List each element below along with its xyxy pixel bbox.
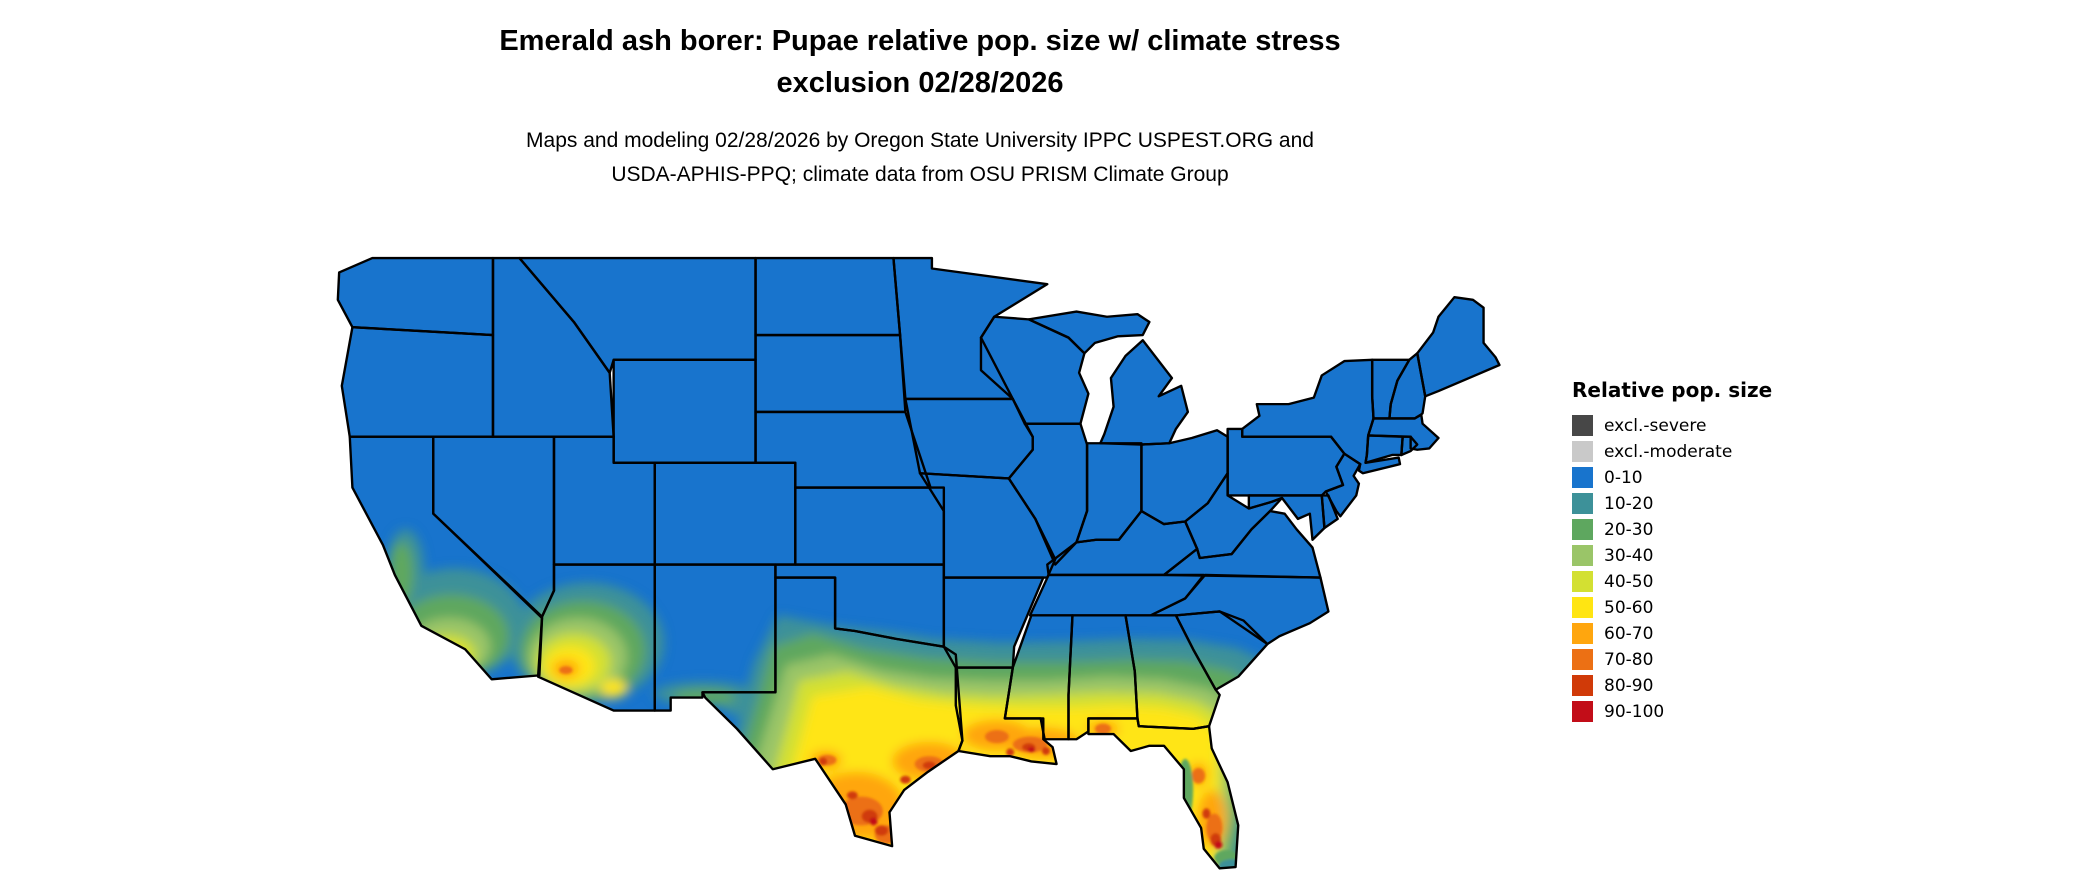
map-shape	[1214, 840, 1223, 849]
legend-label: 0-10	[1604, 467, 1643, 488]
legend-swatch-80-90	[1572, 675, 1593, 696]
legend-label: 70-80	[1604, 649, 1654, 670]
state-wy	[613, 359, 756, 463]
legend-label: excl.-severe	[1604, 415, 1707, 436]
subtitle-line-2: USDA-APHIS-PPQ; climate data from OSU PR…	[611, 163, 1229, 186]
legend-item: 30-40	[1572, 545, 1772, 566]
page-subtitle: Maps and modeling 02/28/2026 by Oregon S…	[0, 124, 1840, 192]
legend-label: excl.-moderate	[1604, 441, 1733, 462]
legend-item: 40-50	[1572, 571, 1772, 592]
title-line-2: exclusion 02/28/2026	[776, 67, 1064, 99]
legend-item: 80-90	[1572, 675, 1772, 696]
legend-item: 90-100	[1572, 701, 1772, 722]
map-shape	[1095, 723, 1111, 735]
legend-item: excl.-severe	[1572, 415, 1772, 436]
legend-label: 50-60	[1604, 597, 1654, 618]
subtitle-line-1: Maps and modeling 02/28/2026 by Oregon S…	[526, 129, 1314, 152]
map-shape	[819, 757, 828, 766]
state-nd	[755, 258, 901, 336]
legend-swatch-20-30	[1572, 519, 1593, 540]
legend-label: 80-90	[1604, 675, 1654, 696]
band-80-90	[819, 743, 1221, 847]
legend-swatch-90-100	[1572, 701, 1593, 722]
map-shape	[874, 825, 889, 836]
map-shape	[984, 730, 1009, 744]
legend-swatch-60-70	[1572, 623, 1593, 644]
legend-swatch-10-20	[1572, 493, 1593, 514]
map-shape	[1027, 747, 1036, 753]
legend-item: 0-10	[1572, 467, 1772, 488]
legend-label: 60-70	[1604, 623, 1654, 644]
state-pa	[1227, 428, 1345, 496]
legend-title: Relative pop. size	[1572, 378, 1773, 402]
legend-item: 10-20	[1572, 493, 1772, 514]
map-shape	[1006, 748, 1015, 757]
state-wa	[337, 258, 493, 336]
map-shape	[1191, 767, 1206, 784]
legend-item: 50-60	[1572, 597, 1772, 618]
legend-label: 20-30	[1604, 519, 1654, 540]
page-title: Emerald ash borer: Pupae relative pop. s…	[0, 20, 1840, 104]
state-sd	[755, 335, 906, 412]
legend-swatch-excl-moderate	[1572, 441, 1593, 462]
legend-label: 40-50	[1604, 571, 1654, 592]
us-states-map	[336, 256, 1501, 870]
map-shape	[1202, 808, 1211, 819]
state-ks	[795, 487, 944, 565]
legend-label: 90-100	[1604, 701, 1665, 722]
legend-label: 30-40	[1604, 545, 1654, 566]
map-shape	[900, 775, 911, 784]
legend-item: excl.-moderate	[1572, 441, 1772, 462]
map-shape	[425, 646, 463, 671]
legend-swatch-30-40	[1572, 545, 1593, 566]
legend-swatch-50-60	[1572, 597, 1593, 618]
band-90-100	[869, 747, 1223, 849]
map-shape	[417, 634, 476, 675]
legend-item: 20-30	[1572, 519, 1772, 540]
legend-swatch-70-80	[1572, 649, 1593, 670]
map-shape	[433, 655, 450, 667]
legend-item: 70-80	[1572, 649, 1772, 670]
title-line-1: Emerald ash borer: Pupae relative pop. s…	[499, 25, 1341, 57]
map-shape	[408, 617, 491, 676]
state-co	[654, 462, 796, 565]
map-shape	[559, 666, 573, 675]
map-container	[306, 232, 1526, 884]
map-shape	[1041, 747, 1050, 755]
map-shape	[847, 791, 858, 800]
legend-label: 10-20	[1604, 493, 1654, 514]
map-shape	[869, 817, 878, 826]
legend-swatch-0-10	[1572, 467, 1593, 488]
legend-item: 60-70	[1572, 623, 1772, 644]
map-legend: Relative pop. size excl.-severe excl.-mo…	[1572, 378, 1772, 727]
legend-swatch-40-50	[1572, 571, 1593, 592]
map-shape	[600, 679, 627, 698]
legend-swatch-excl-severe	[1572, 415, 1593, 436]
state-or	[341, 327, 493, 437]
